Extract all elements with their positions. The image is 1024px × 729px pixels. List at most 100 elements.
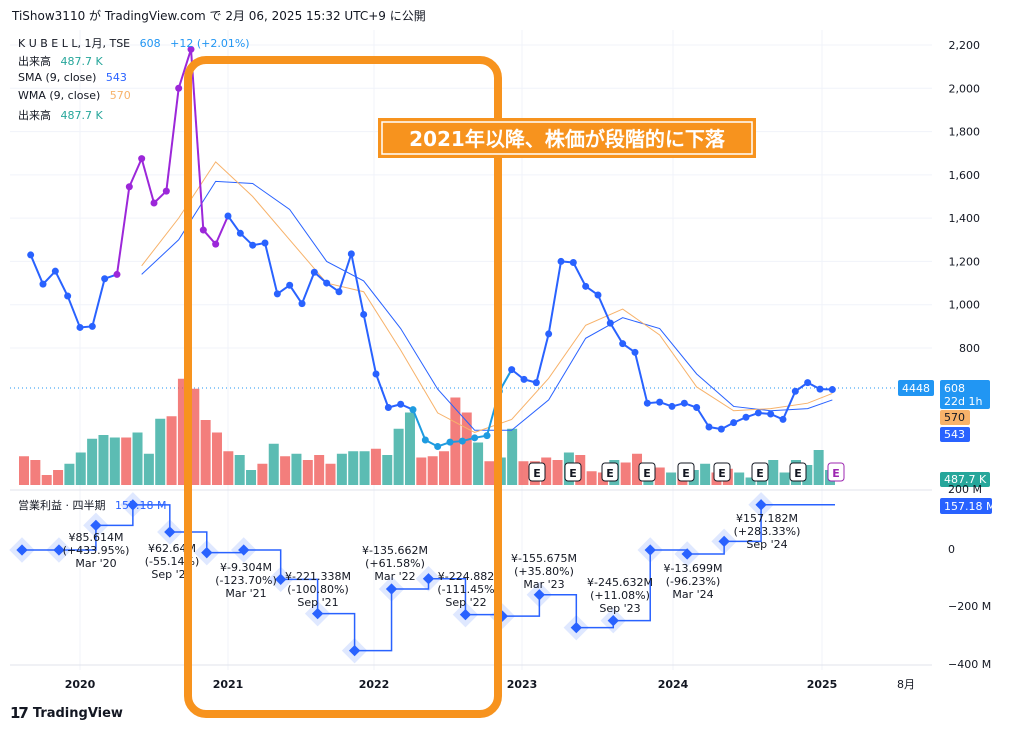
price-point (175, 84, 183, 92)
wma-badge: 570 (944, 411, 965, 424)
earnings-marker (601, 462, 619, 482)
volume-bar (314, 455, 325, 485)
oi-tick: −400 M (948, 658, 991, 671)
annotation-box (378, 118, 756, 158)
volume-bar (257, 463, 268, 485)
price-point (483, 432, 491, 440)
volume-bar (507, 428, 518, 485)
symbol-name: K U B E L L, 1月, TSE (18, 37, 131, 50)
volume-bar (223, 451, 234, 485)
volume2-label: 出来高 (18, 109, 51, 122)
price-point (569, 259, 577, 267)
price-point (754, 409, 762, 417)
volume-bar (268, 443, 279, 485)
price-point (360, 310, 368, 318)
price-point (150, 199, 158, 207)
volume-bar (53, 470, 64, 485)
price-point (471, 434, 479, 442)
oi-value: 157.18 M (115, 499, 167, 512)
price-point (643, 399, 651, 407)
price-segment (214, 215, 229, 245)
volume-bar (404, 412, 415, 485)
volume-bar (348, 451, 359, 485)
wma-line (141, 161, 833, 433)
earnings-marker-label: E (794, 467, 802, 480)
earnings-marker (713, 462, 731, 482)
oi-label: (+433.95%) (63, 544, 130, 557)
price-point (286, 281, 294, 289)
volume-bar (484, 461, 495, 485)
oi-point (348, 644, 361, 657)
price-point (249, 241, 257, 249)
price-tick: 1,400 (949, 212, 981, 225)
price-point (458, 437, 466, 445)
price-point (372, 370, 380, 378)
publisher-header: TiShow3110 が TradingView.com で 2月 06, 20… (12, 9, 426, 23)
volume-bar (700, 463, 711, 485)
price-point (187, 45, 195, 53)
oi-label: ¥62.64M (148, 542, 196, 555)
oi-point (422, 573, 435, 585)
volume-bar (143, 453, 154, 485)
tradingview-brand[interactable]: 17 TradingView (10, 704, 123, 722)
oi-label: (+11.08%) (590, 589, 650, 602)
earnings-marker-label: E (643, 467, 651, 480)
oi-label: 営業利益 · 四半期 (18, 499, 106, 512)
price-point (804, 379, 812, 387)
price-segment (66, 295, 81, 328)
oi-point (570, 621, 582, 634)
price-point (335, 288, 343, 296)
oi-label: Mar '21 (225, 587, 266, 600)
sma-line (141, 180, 833, 431)
earnings-marker-next (827, 462, 845, 482)
oi-step-line (22, 504, 835, 652)
sma-badge-bg (940, 427, 970, 442)
price-segment (177, 49, 192, 89)
volume-bar (280, 456, 291, 485)
oi-point (127, 499, 139, 511)
oi-label: (-111.45% (437, 583, 494, 596)
oi-label: ¥-155.675M (511, 552, 577, 565)
volume-bar (461, 412, 472, 485)
oi-label: ¥-13.699M (664, 562, 723, 575)
oi-point (164, 526, 176, 538)
time-tick: 8月 (897, 678, 915, 691)
time-tick: 2020 (65, 678, 96, 691)
price-point (397, 400, 405, 408)
price-point (236, 229, 244, 237)
price-point (816, 385, 824, 393)
volume-bar (211, 432, 222, 485)
price-segment (695, 406, 710, 428)
oi-label: Mar '23 (523, 578, 564, 591)
price-point (421, 436, 429, 444)
oi-label: ¥-224.882 (438, 570, 494, 583)
price-point (680, 399, 688, 407)
volume-bar (291, 453, 302, 485)
oi-label: (-123.70%) (215, 574, 277, 587)
price-point (27, 251, 35, 259)
oi-label: (-96.23%) (666, 575, 721, 588)
wma-value: 570 (109, 89, 131, 102)
price-point (619, 340, 627, 348)
oi-label: Sep '22 (445, 596, 486, 609)
volume-bar (813, 450, 824, 485)
price-point (508, 366, 516, 374)
price-point (656, 398, 664, 406)
countdown-badge: 22d 1h (944, 395, 982, 408)
price-point (791, 387, 799, 395)
price-point (557, 257, 565, 265)
sma-path (141, 180, 833, 431)
price-badge-bg (940, 380, 990, 409)
earnings-marker-label: E (533, 467, 541, 480)
oi-label: ¥-221.338M (285, 570, 351, 583)
oi-point (755, 499, 767, 511)
price-tick: 2,000 (949, 82, 981, 95)
volume-bar (177, 378, 188, 485)
volume-bar (19, 456, 29, 485)
operating-income-panel: ¥85.614M(+433.95%)Mar '20¥62.64M(-55.14%… (9, 492, 835, 664)
price-segment (782, 390, 797, 420)
volume-bar (336, 453, 347, 485)
price-change: +12 (+2.01%) (170, 37, 250, 50)
